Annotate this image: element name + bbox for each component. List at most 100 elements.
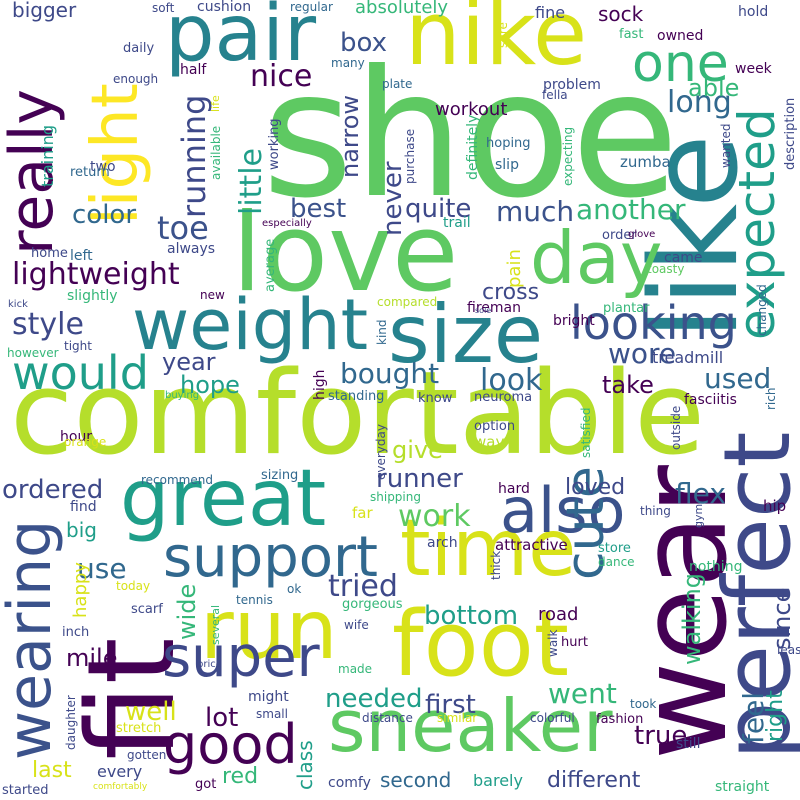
word-definitely: definitely	[465, 114, 481, 180]
word-expecting: expecting	[561, 126, 575, 186]
word-hurt: hurt	[561, 635, 588, 650]
word-far: far	[352, 504, 373, 522]
word-hour: hour	[60, 429, 93, 445]
word-great: great	[120, 454, 327, 544]
word-high: high	[312, 369, 328, 400]
word-walk: walk	[546, 629, 560, 657]
word-dance: dance	[598, 555, 635, 569]
word-regular: regular	[290, 0, 333, 14]
word-changed: changed	[755, 284, 769, 336]
word-box: box	[340, 28, 387, 58]
word-fashion: fashion	[596, 712, 644, 727]
word-started: started	[2, 783, 49, 798]
word-got: got	[195, 777, 217, 792]
word-small: small	[256, 707, 288, 721]
word-description: description	[783, 97, 798, 170]
word-hoping: hoping	[486, 136, 531, 151]
word-one: one	[632, 34, 729, 94]
word-class: class	[293, 740, 317, 790]
word-able: able	[688, 74, 740, 102]
word-much: much	[496, 195, 575, 228]
word-last: last	[32, 758, 72, 783]
word-standing: standing	[328, 389, 385, 404]
word-least: least	[777, 643, 800, 657]
word-style: style	[12, 307, 84, 342]
word-took: took	[630, 697, 657, 711]
word-left: left	[70, 248, 93, 264]
word-fireman: fireman	[467, 300, 521, 316]
word-store: store	[598, 541, 631, 556]
word-nothing: nothing	[689, 559, 743, 575]
word-comfortable: comfortable	[10, 347, 705, 481]
word-walking: walking	[678, 572, 706, 665]
word-time: time	[400, 504, 577, 594]
word-weight: weight	[132, 284, 369, 366]
word-running: running	[175, 94, 213, 218]
word-lot: lot	[205, 703, 239, 733]
word-look: look	[480, 363, 543, 398]
word-toe: toe	[157, 209, 209, 247]
word-always: always	[167, 241, 216, 257]
word-know: know	[418, 391, 453, 406]
word-give: give	[392, 436, 443, 464]
word-everyday: everyday	[374, 424, 388, 480]
word-gotten: gotten	[127, 748, 167, 762]
word-went: went	[548, 677, 617, 710]
word-quite: quite	[405, 194, 472, 224]
word-outside: outside	[669, 405, 683, 450]
word-tennis: tennis	[236, 593, 273, 607]
word-training: training	[38, 125, 57, 187]
word-second: second	[380, 768, 452, 792]
word-stretch: stretch	[116, 721, 162, 736]
word-fasciitis: fasciitis	[684, 392, 737, 408]
word-way: way	[474, 433, 505, 451]
word-wanted: wanted	[719, 123, 733, 168]
word-inch: inch	[62, 625, 90, 640]
word-size: size	[388, 288, 544, 381]
word-plantar: plantar	[603, 301, 650, 316]
word-used: used	[704, 362, 772, 395]
word-zumba: zumba	[620, 153, 671, 171]
word-use: use	[77, 552, 127, 585]
word-best: best	[290, 194, 347, 224]
word-arch: arch	[427, 535, 458, 551]
word-nike: nike	[405, 0, 588, 85]
word-purchase: purchase	[403, 128, 417, 184]
word-trail: trail	[443, 215, 471, 231]
word-rich: rich	[764, 387, 778, 410]
word-fella: fella	[542, 88, 568, 102]
word-return: return	[70, 165, 110, 180]
word-ok: ok	[287, 582, 302, 596]
word-gym: gym	[692, 503, 705, 528]
word-hard: hard	[498, 481, 530, 497]
word-red: red	[222, 764, 259, 789]
word-true: true	[634, 721, 688, 751]
word-bought: bought	[340, 357, 440, 390]
word-support: support	[163, 525, 379, 590]
word-gorgeous: gorgeous	[342, 597, 403, 612]
word-absolutely: absolutely	[355, 0, 449, 18]
word-bottom: bottom	[424, 601, 519, 631]
word-price: price	[197, 659, 222, 670]
word-wide: wide	[173, 583, 201, 640]
word-satisfied: satisfied	[579, 407, 593, 458]
word-every: every	[97, 762, 143, 781]
word-compared: compared	[377, 295, 438, 309]
word-scarf: scarf	[131, 602, 163, 617]
word-average: average	[263, 238, 278, 292]
word-flex: flex	[675, 477, 726, 510]
word-cross: cross	[482, 280, 540, 305]
word-came: came	[664, 250, 703, 266]
word-workout: workout	[435, 99, 508, 120]
word-recommend: recommend	[141, 473, 213, 487]
word-day: day	[530, 216, 663, 300]
word-shipping: shipping	[370, 490, 421, 504]
word-distance: distance	[362, 711, 413, 725]
word-many: many	[331, 56, 365, 70]
word-year: year	[162, 348, 216, 376]
word-sole: sole	[475, 306, 492, 315]
word-happy: happy	[70, 562, 91, 618]
word-big: big	[66, 518, 97, 542]
word-sure: sure	[496, 22, 510, 48]
word-loved: loved	[565, 475, 626, 500]
